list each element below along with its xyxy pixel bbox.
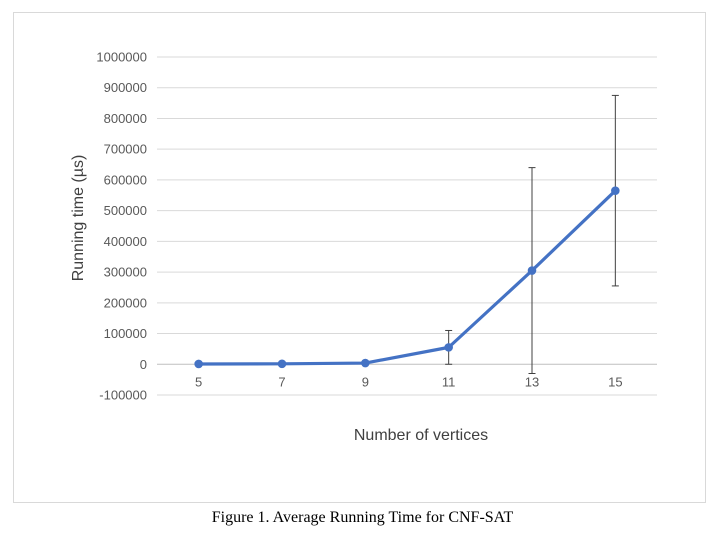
y-tick-label: 800000 xyxy=(104,111,147,126)
data-point xyxy=(361,358,370,368)
data-point xyxy=(194,359,203,369)
chart-area xyxy=(13,12,706,503)
x-tick-label: 9 xyxy=(362,374,369,389)
data-point xyxy=(444,343,453,352)
y-tick-label: 1000000 xyxy=(96,50,147,65)
data-point xyxy=(611,186,620,195)
x-axis-title: Number of vertices xyxy=(354,427,488,444)
x-tick-label: 5 xyxy=(195,374,202,389)
x-tick-label: 11 xyxy=(442,374,456,389)
y-tick-label: -100000 xyxy=(99,388,147,403)
y-tick-label: 100000 xyxy=(104,326,147,341)
y-tick-label: 500000 xyxy=(104,203,147,218)
data-point xyxy=(527,266,537,275)
y-tick-label: 200000 xyxy=(104,295,147,310)
y-tick-label: 600000 xyxy=(104,172,147,187)
x-tick-label: 15 xyxy=(608,374,622,389)
y-axis-title: Running time (µs) xyxy=(70,155,87,282)
y-tick-label: 0 xyxy=(140,357,147,372)
x-tick-label: 7 xyxy=(278,374,285,389)
y-tick-label: 900000 xyxy=(104,80,147,95)
y-tick-label: 300000 xyxy=(104,265,147,280)
y-tick-label: 700000 xyxy=(104,142,147,157)
data-point xyxy=(277,359,287,369)
figure-caption: Figure 1. Average Running Time for CNF-S… xyxy=(211,509,514,526)
x-tick-label: 13 xyxy=(525,374,539,389)
series-line xyxy=(197,189,617,366)
y-tick-label: 400000 xyxy=(104,234,147,249)
